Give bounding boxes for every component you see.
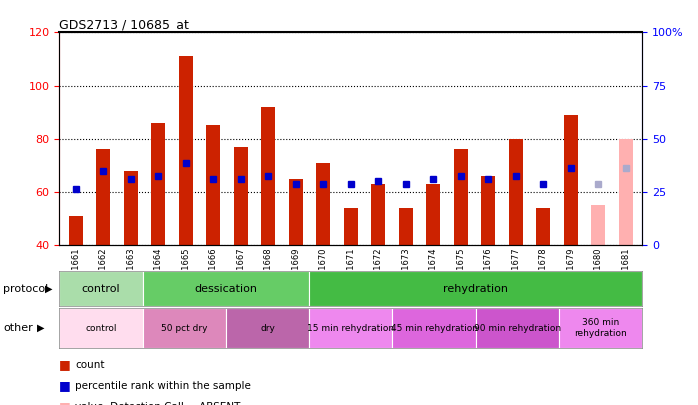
Bar [619, 139, 632, 245]
Text: other: other [3, 323, 34, 333]
Text: count: count [75, 360, 105, 369]
Text: ▶: ▶ [45, 284, 53, 294]
Bar [475, 308, 559, 348]
Bar [371, 184, 385, 245]
Bar [142, 308, 226, 348]
Bar [482, 176, 495, 245]
Bar [559, 308, 642, 348]
Text: 15 min rehydration: 15 min rehydration [307, 324, 394, 333]
Bar [59, 308, 142, 348]
Text: control: control [85, 324, 117, 333]
Bar [151, 123, 165, 245]
Text: ■: ■ [59, 400, 71, 405]
Bar [591, 205, 605, 245]
Bar [536, 208, 550, 245]
Text: value, Detection Call = ABSENT: value, Detection Call = ABSENT [75, 402, 241, 405]
Bar [509, 139, 523, 245]
Text: protocol: protocol [3, 284, 49, 294]
Text: 50 pct dry: 50 pct dry [161, 324, 207, 333]
Text: GDS2713 / 10685_at: GDS2713 / 10685_at [59, 18, 189, 31]
Bar [179, 56, 193, 245]
Text: 90 min rehydration: 90 min rehydration [474, 324, 560, 333]
Text: dessication: dessication [194, 284, 258, 294]
Bar [344, 208, 357, 245]
Text: 360 min
rehydration: 360 min rehydration [574, 318, 627, 338]
Bar [142, 271, 309, 306]
Bar [59, 271, 142, 306]
Text: rehydration: rehydration [443, 284, 508, 294]
Bar [392, 308, 475, 348]
Bar [69, 216, 82, 245]
Bar [454, 149, 468, 245]
Bar [564, 115, 577, 245]
Text: 45 min rehydration: 45 min rehydration [390, 324, 477, 333]
Bar [316, 163, 330, 245]
Text: ■: ■ [59, 358, 71, 371]
Bar [226, 308, 309, 348]
Text: control: control [82, 284, 120, 294]
Bar [96, 149, 110, 245]
Bar [207, 126, 220, 245]
Bar [261, 107, 275, 245]
Bar [426, 184, 440, 245]
Bar [309, 308, 392, 348]
Text: ▶: ▶ [37, 323, 45, 333]
Bar [234, 147, 248, 245]
Bar [124, 171, 138, 245]
Text: ■: ■ [59, 379, 71, 392]
Bar [289, 179, 303, 245]
Bar [399, 208, 413, 245]
Text: percentile rank within the sample: percentile rank within the sample [75, 381, 251, 390]
Text: dry: dry [260, 324, 275, 333]
Bar [309, 271, 642, 306]
